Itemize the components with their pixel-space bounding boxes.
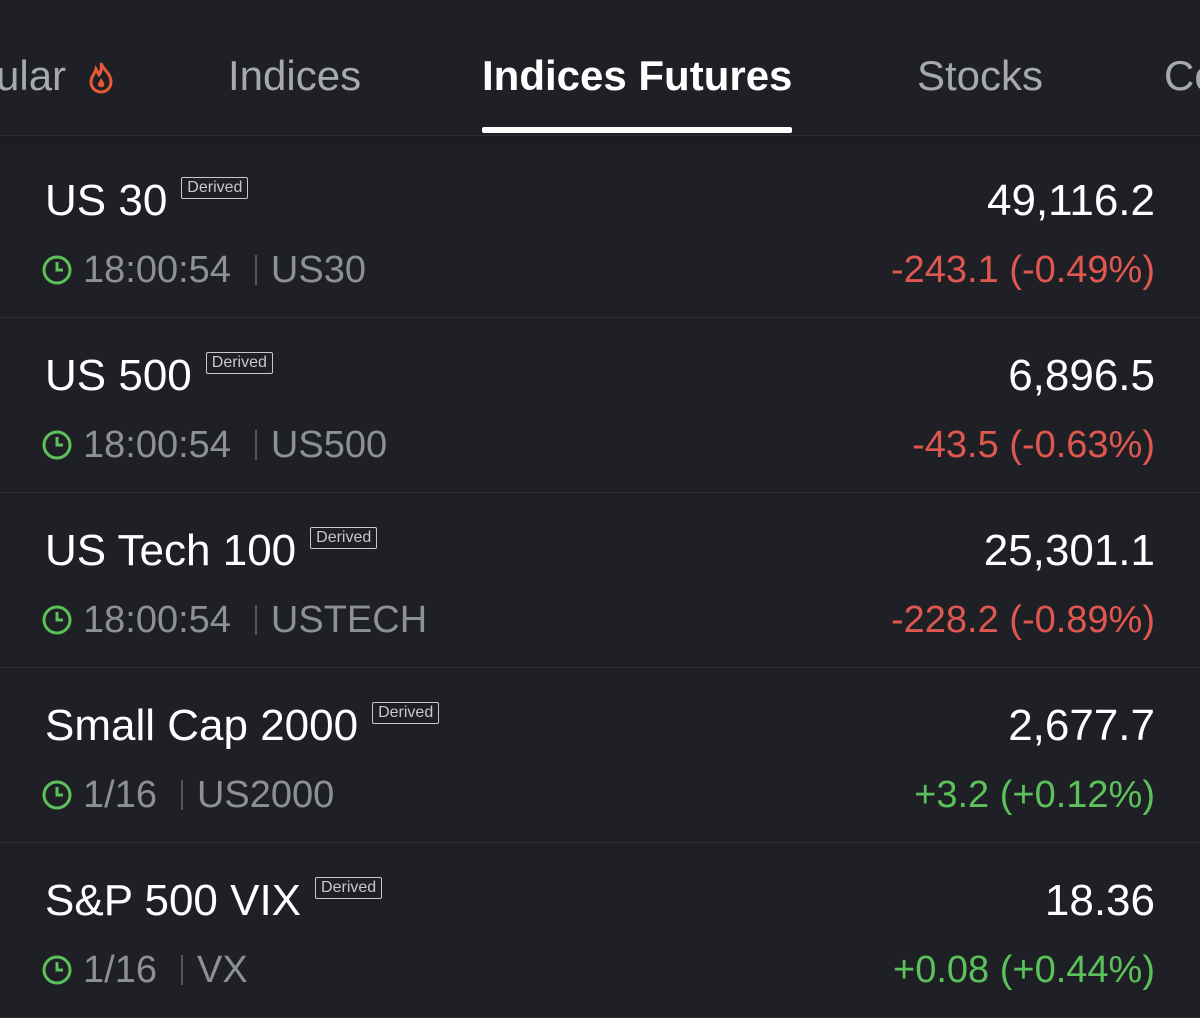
hot-icon bbox=[89, 62, 113, 94]
clock-icon bbox=[42, 780, 72, 810]
tab[interactable]: Indices bbox=[228, 52, 362, 99]
name-line: US Tech 100 Derived bbox=[45, 523, 378, 579]
symbol: VX bbox=[196, 948, 248, 991]
instrument-name: US Tech 100 bbox=[45, 526, 297, 575]
quote-row[interactable]: Small Cap 2000 Derived 1/16 US2000 2,677.7 +3… bbox=[0, 668, 1200, 843]
price: 18.36 bbox=[1044, 876, 1155, 925]
time: 1/16 bbox=[83, 948, 157, 991]
price: 49,116.2 bbox=[986, 176, 1155, 225]
name-line: S&P 500 VIX Derived bbox=[45, 873, 383, 929]
quote-row[interactable]: US 500 Derived 18:00:54 US500 6,896.5 -43.5 (… bbox=[0, 318, 1200, 493]
divider bbox=[254, 255, 257, 285]
name-line: Small Cap 2000 Derived bbox=[45, 698, 440, 754]
badge: Derived bbox=[205, 352, 273, 374]
clock-icon bbox=[42, 255, 72, 285]
symbol: US2000 bbox=[196, 773, 335, 816]
price: 6,896.5 bbox=[1008, 351, 1155, 400]
change: -228.2 (-0.89%) bbox=[890, 599, 1155, 641]
name-line: US 500 Derived bbox=[45, 348, 273, 404]
tab[interactable]: ular bbox=[0, 52, 67, 99]
tab[interactable]: Stocks bbox=[917, 52, 1044, 99]
time: 18:00:54 bbox=[83, 423, 231, 466]
divider bbox=[180, 955, 183, 985]
time: 18:00:54 bbox=[83, 248, 231, 291]
clock-icon bbox=[42, 605, 72, 635]
price: 2,677.7 bbox=[1008, 701, 1155, 750]
symbol: US500 bbox=[270, 423, 388, 466]
time-line: 18:00:54 US500 bbox=[41, 423, 387, 467]
time-line: 18:00:54 USTECH bbox=[41, 598, 427, 642]
change: +3.2 (+0.12%) bbox=[914, 774, 1155, 816]
badge: Derived bbox=[310, 527, 378, 549]
badge: Derived bbox=[372, 702, 440, 724]
quote-row[interactable]: US 30 Derived 18:00:54 US30 49,116.2 -243.1 (… bbox=[0, 143, 1200, 318]
time-line: 1/16 US2000 bbox=[41, 773, 334, 817]
quote-row[interactable]: S&P 500 VIX Derived 1/16 VX 18.36 +0.08 (+0.4… bbox=[0, 843, 1200, 1018]
badge: Derived bbox=[315, 877, 383, 899]
change: +0.08 (+0.44%) bbox=[893, 949, 1155, 991]
badge: Derived bbox=[181, 177, 249, 199]
divider bbox=[180, 780, 183, 810]
instrument-name: US 30 bbox=[45, 176, 168, 225]
clock-icon bbox=[42, 955, 72, 985]
tab[interactable]: Indices Futures bbox=[482, 52, 793, 99]
divider bbox=[254, 430, 257, 460]
symbol: USTECH bbox=[270, 598, 428, 641]
change: -43.5 (-0.63%) bbox=[912, 424, 1155, 466]
time: 1/16 bbox=[83, 773, 157, 816]
time-line: 1/16 VX bbox=[41, 948, 248, 992]
separator bbox=[0, 136, 1200, 143]
tab[interactable]: Co bbox=[1164, 52, 1200, 99]
divider bbox=[254, 605, 257, 635]
tab-bar: ular Indices Indices Futures Stocks Co bbox=[0, 0, 1200, 136]
change: -243.1 (-0.49%) bbox=[890, 249, 1155, 291]
time-line: 18:00:54 US30 bbox=[41, 248, 366, 292]
instrument-name: Small Cap 2000 bbox=[45, 701, 359, 750]
time: 18:00:54 bbox=[83, 598, 231, 641]
tab-underline bbox=[482, 127, 792, 133]
price: 25,301.1 bbox=[983, 526, 1155, 575]
clock-icon bbox=[42, 430, 72, 460]
instrument-name: S&P 500 VIX bbox=[45, 876, 302, 925]
quote-row[interactable]: US Tech 100 Derived 18:00:54 USTECH 25,301.1… bbox=[0, 493, 1200, 668]
name-line: US 30 Derived bbox=[45, 173, 249, 229]
symbol: US30 bbox=[270, 248, 366, 291]
instrument-name: US 500 bbox=[45, 351, 192, 400]
